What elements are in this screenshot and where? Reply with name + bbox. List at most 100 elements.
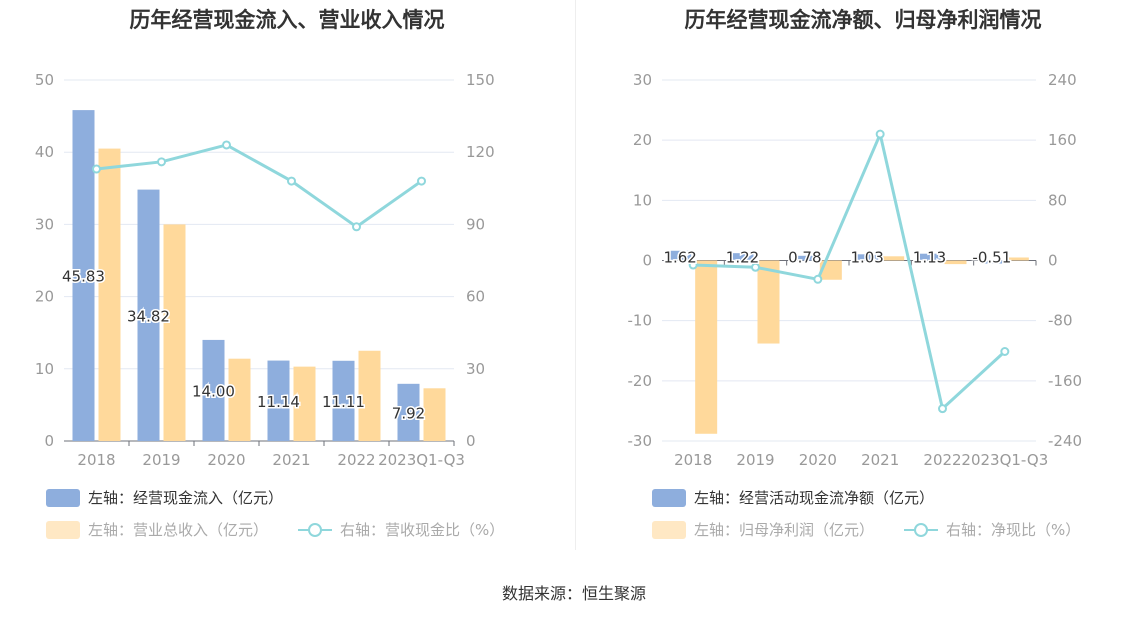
bar-3 (267, 360, 290, 441)
bar-secondary-5 (423, 388, 446, 441)
legend-item-net-profit[interactable]: 左轴：归母净利润（亿元） (652, 519, 874, 540)
y-right-tick-label: 0 (466, 432, 476, 450)
data-source-note: 数据来源：恒生聚源 (501, 584, 646, 603)
ratio-point-0 (688, 260, 698, 270)
x-tick-label: 2022 (923, 451, 961, 469)
bar-1 (137, 189, 160, 441)
y-left-tick-label: 0 (642, 252, 652, 270)
x-tick-label: 2023Q1-Q3 (961, 451, 1048, 469)
legend-swatch (46, 520, 80, 539)
ratio-point-5 (417, 176, 426, 186)
x-tick-label: 2018 (674, 451, 712, 469)
ratio-point-4 (938, 404, 947, 414)
y-right-tick-label: 120 (466, 143, 495, 161)
data-label: 14.00 (192, 382, 235, 400)
legend-item-revenue[interactable]: 左轴：营业总收入（亿元） (46, 519, 268, 540)
ratio-point-2 (813, 274, 823, 284)
bar-secondary-2 (228, 358, 251, 441)
ratio-point-1 (751, 262, 760, 272)
x-tick-label: 2023Q1-Q3 (378, 451, 465, 469)
bar-secondary-1 (757, 260, 780, 344)
x-tick-label: 2020 (799, 451, 837, 469)
y-left-tick-label: 20 (633, 131, 652, 149)
y-left-tick-label: 10 (633, 191, 652, 209)
y-left-tick-label: 20 (35, 288, 54, 306)
bar-0 (669, 250, 692, 261)
legend-item-cash-inflow[interactable]: 左轴：经营现金流入（亿元） (46, 487, 283, 508)
bar-secondary-0 (98, 148, 121, 441)
y-left-tick-label: -10 (628, 312, 653, 330)
data-label: 1.62 (663, 249, 696, 267)
bar-1 (731, 253, 754, 261)
data-label: -0.51 (972, 249, 1011, 267)
panel-divider (575, 0, 576, 550)
legend-swatch (652, 488, 686, 507)
y-left-tick-label: 50 (35, 71, 54, 89)
chart-net-cash-flow-profit: -30 -20 -10 0 10 20 30 -240 -160 -80 0 80 160 240 2018… (628, 71, 1083, 469)
y-left-tick-label: 10 (35, 360, 54, 378)
x-tick-label: 2021 (272, 451, 310, 469)
x-tick-label: 2021 (861, 451, 899, 469)
data-label: 0.78 (788, 249, 821, 267)
legend-swatch (652, 520, 686, 539)
bar-3 (856, 254, 879, 261)
data-label: 45.83 (62, 268, 105, 286)
ratio-point-4 (352, 222, 361, 232)
x-tick-label: 2018 (77, 451, 115, 469)
legend-label: 左轴：经营活动现金流净额（亿元） (694, 489, 935, 507)
legend-label: 左轴：归母净利润（亿元） (694, 521, 875, 539)
bar-secondary-4 (358, 350, 381, 441)
y-left-tick-label: 0 (44, 432, 54, 450)
legend-label: 左轴：营业总收入（亿元） (88, 521, 269, 539)
bar-secondary-3 (293, 366, 316, 441)
bar-4 (332, 360, 355, 441)
legend-label: 右轴：营收现金比（%） (340, 521, 505, 539)
ratio-line (693, 129, 1006, 412)
bar-secondary-0 (695, 260, 718, 434)
ratio-point-0 (92, 164, 101, 174)
y-right-tick-label: -240 (1048, 432, 1082, 450)
ratio-line (96, 143, 423, 229)
x-tick-label: 2019 (142, 451, 180, 469)
bar-2 (793, 255, 816, 261)
ratio-point-2 (222, 140, 231, 150)
y-right-tick-label: 0 (1048, 252, 1058, 270)
x-tick-label: 2022 (337, 451, 375, 469)
chart-cash-inflow-revenue: 0 10 20 30 40 50 0 30 60 90 120 150 2018 2019 2020 2021… (35, 71, 495, 469)
bar-5 (397, 383, 420, 441)
ratio-point-1 (157, 157, 166, 167)
ratio-point-3 (875, 129, 885, 139)
bar-2 (202, 339, 225, 441)
bar-4 (918, 253, 941, 261)
legend-item-cash-revenue-ratio[interactable]: 右轴：营收现金比（%） (298, 519, 504, 540)
legend-item-net-cash-flow[interactable]: 左轴：经营活动现金流净额（亿元） (652, 487, 934, 508)
y-right-tick-label: 30 (466, 360, 485, 378)
bar-0 (72, 110, 95, 442)
legend-line-icon (904, 521, 938, 539)
bar-5 (980, 260, 1003, 264)
chart-panel-cash-inflow: 历年经营现金流入、营业收入情况 0 10 20 30 40 50 0 30 60 90 120 150… (0, 0, 574, 560)
y-right-tick-label: 90 (466, 215, 485, 233)
x-tick-label: 2020 (207, 451, 245, 469)
data-label: 7.92 (392, 404, 425, 422)
y-right-tick-label: 150 (466, 71, 495, 89)
data-label: 11.11 (322, 393, 365, 411)
y-left-tick-label: -20 (628, 372, 653, 390)
y-left-tick-label: 30 (633, 71, 652, 89)
data-label: 1.13 (913, 249, 946, 267)
bar-secondary-3 (882, 256, 905, 261)
bar-secondary-5 (1006, 257, 1029, 261)
legend-item-net-cash-ratio[interactable]: 右轴：净现比（%） (904, 519, 1080, 540)
y-right-tick-label: 60 (466, 288, 485, 306)
legend-label: 右轴：净现比（%） (946, 521, 1081, 539)
y-left-tick-label: -30 (628, 432, 653, 450)
chart-title: 历年经营现金流入、营业收入情况 (129, 8, 445, 32)
chart-panel-net-cash-flow: 历年经营现金流净额、归母净利润情况 -30 -20 -10 0 10 20 30 -240 -1… (576, 0, 1148, 560)
y-right-tick-label: -80 (1048, 312, 1073, 330)
y-right-tick-label: -160 (1048, 372, 1082, 390)
legend-label: 左轴：经营现金流入（亿元） (88, 489, 284, 507)
data-label: 1.22 (726, 249, 759, 267)
data-label: 34.82 (127, 307, 170, 325)
y-right-tick-label: 80 (1048, 191, 1067, 209)
bar-secondary-4 (944, 260, 967, 265)
